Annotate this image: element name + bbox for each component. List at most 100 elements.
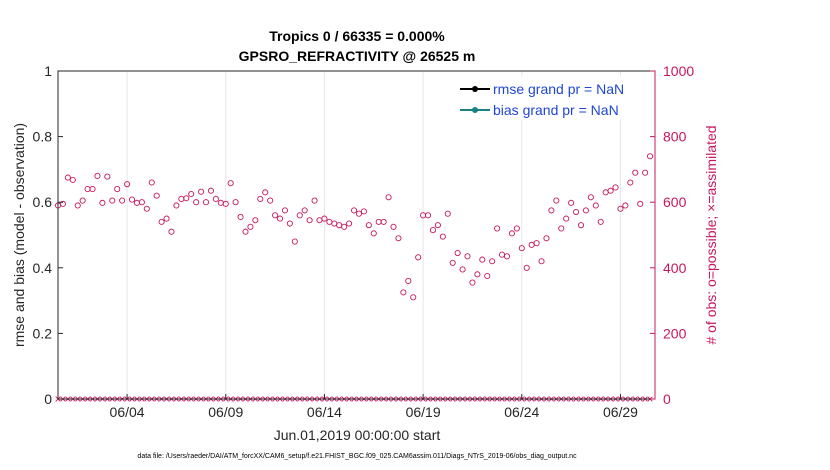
y-tick-label-right: 600	[663, 194, 687, 210]
possible-obs-point	[558, 225, 565, 232]
possible-obs-point	[252, 217, 259, 224]
possible-obs-point	[627, 179, 634, 186]
possible-obs-point	[642, 169, 649, 176]
x-tick-label: 06/04	[110, 404, 145, 420]
possible-obs-point	[69, 176, 76, 183]
possible-obs-point	[449, 259, 456, 266]
possible-obs-point	[173, 202, 180, 209]
possible-obs-point	[202, 199, 210, 206]
possible-obs-point	[286, 220, 293, 227]
y-tick-label-left: 0.6	[33, 194, 53, 210]
possible-obs-point	[168, 228, 175, 235]
x-tick-label: 06/24	[504, 404, 539, 420]
x-axis-label: Jun.01,2019 00:00:00 start	[274, 427, 441, 443]
possible-obs-point	[632, 169, 639, 176]
plot-area	[58, 71, 655, 399]
possible-obs-point	[341, 223, 348, 230]
possible-obs-point	[114, 186, 121, 193]
possible-obs-point	[109, 197, 116, 204]
possible-obs-point	[99, 199, 106, 206]
possible-obs-point	[513, 225, 520, 232]
possible-obs-point	[400, 289, 407, 296]
possible-obs-point	[232, 199, 239, 206]
possible-obs-point	[128, 196, 136, 203]
possible-obs-point	[587, 194, 594, 201]
x-tick-label: 06/09	[208, 404, 243, 420]
possible-obs-point	[124, 181, 131, 188]
possible-obs-point	[395, 235, 402, 242]
possible-obs-point	[153, 192, 160, 199]
y-tick-label-left: 0.2	[33, 325, 53, 341]
possible-obs-point	[64, 174, 71, 181]
possible-obs-point	[647, 153, 654, 160]
footer-data-file: data file: /Users/raeder/DAI/ATM_forcXX/…	[137, 453, 577, 460]
legend-bias-marker	[472, 107, 478, 113]
x-tick-label: 06/29	[603, 404, 638, 420]
possible-obs-point	[390, 223, 397, 230]
possible-obs-point	[459, 266, 466, 273]
possible-obs-point	[439, 233, 446, 240]
possible-obs-point	[74, 202, 81, 209]
possible-obs-point	[573, 208, 580, 216]
possible-obs-point	[311, 197, 318, 204]
y-tick-label-right: 0	[663, 391, 671, 407]
possible-obs-point	[415, 254, 422, 261]
possible-obs-point	[143, 205, 150, 212]
legend: rmse grand pr = NaN bias grand pr = NaN	[454, 76, 649, 120]
y-axis-label-right: # of obs: o=possible; ×=assimilated	[703, 125, 719, 344]
possible-obs-point	[385, 194, 392, 201]
y-axis-label-left: rmse and bias (model - observation)	[11, 123, 27, 347]
possible-obs-point	[158, 218, 165, 225]
possible-obs-point	[474, 271, 481, 278]
possible-obs-point	[242, 228, 249, 235]
possible-obs-point	[148, 179, 155, 186]
possible-obs-point	[484, 272, 491, 280]
x-tick-label: 06/14	[307, 404, 342, 420]
possible-obs-point	[79, 197, 86, 204]
y-tick-label-right: 400	[663, 260, 687, 276]
possible-obs-point	[89, 186, 96, 193]
possible-obs-point	[607, 187, 614, 194]
possible-obs-point	[503, 253, 511, 260]
possible-obs-point	[227, 180, 234, 187]
possible-obs-point	[479, 256, 486, 263]
possible-obs-point	[563, 215, 570, 222]
possible-obs-point	[523, 264, 530, 271]
possible-obs-point	[193, 199, 200, 206]
possible-obs-point	[538, 258, 545, 265]
possible-obs-point	[350, 207, 358, 214]
possible-obs-point	[301, 207, 308, 214]
grid	[126, 71, 621, 399]
possible-obs-point	[198, 188, 205, 195]
possible-obs-point	[577, 222, 585, 229]
possible-obs-point	[365, 222, 372, 229]
possible-obs-point	[612, 184, 619, 191]
y-tick-label-left: 0.8	[33, 129, 53, 145]
possible-obs-point	[183, 195, 190, 202]
chart-title: Tropics 0 / 66335 = 0.000%	[269, 28, 445, 44]
possible-obs-point	[119, 197, 126, 204]
y-tick-label-left: 0	[44, 391, 52, 407]
possible-obs-point	[272, 212, 279, 219]
possible-obs-point	[469, 279, 476, 286]
y-tick-label-right: 1000	[663, 63, 694, 79]
possible-obs-point	[518, 245, 525, 252]
possible-obs-point	[548, 207, 555, 214]
possible-obs-point	[276, 215, 284, 222]
axes: 06/04 06/09 06/14 06/19 06/24 06/29 0 0.2 0.4 0.6…	[33, 63, 695, 420]
legend-rmse-marker	[472, 86, 478, 92]
possible-obs-point	[454, 249, 461, 257]
possible-obs-point	[429, 227, 437, 234]
possible-obs-point	[262, 189, 269, 196]
possible-obs-point	[533, 240, 540, 247]
possible-obs-point	[138, 199, 145, 206]
possible-obs-point	[360, 208, 367, 215]
possible-obs-point	[222, 200, 229, 207]
possible-obs-point	[582, 207, 589, 214]
possible-obs-point	[424, 212, 432, 219]
possible-obs-point	[508, 230, 515, 237]
possible-obs-point	[380, 218, 387, 225]
possible-obs-point	[489, 258, 496, 265]
possible-obs-point	[434, 222, 441, 229]
possible-obs-point	[188, 190, 195, 198]
